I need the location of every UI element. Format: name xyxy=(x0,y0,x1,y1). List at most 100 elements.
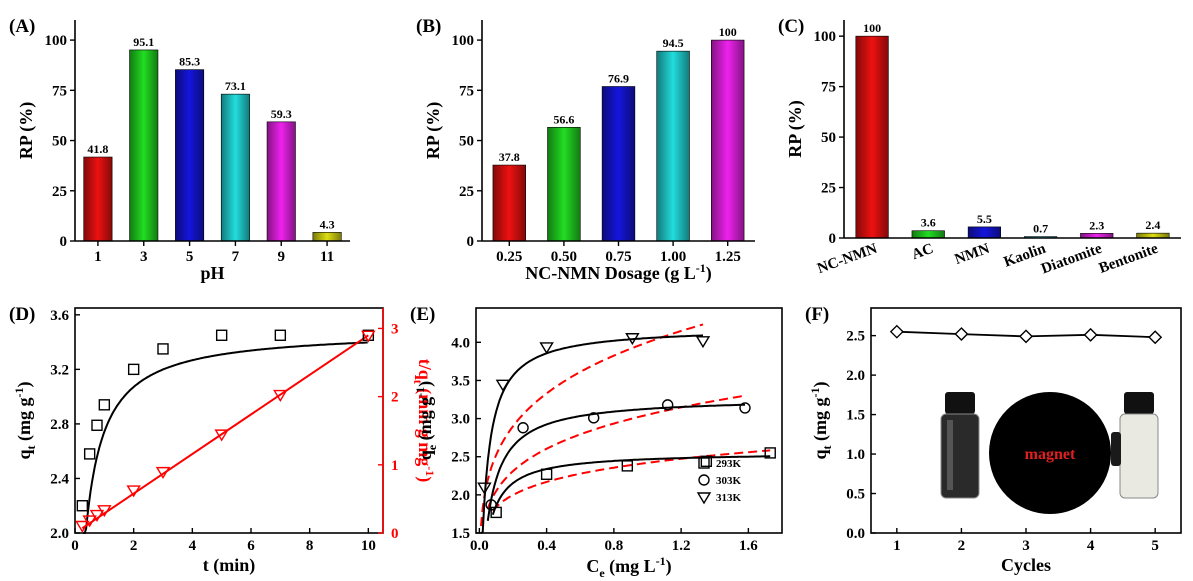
x-tick-label: 4 xyxy=(1087,538,1095,554)
x-tick-label: 1 xyxy=(94,249,102,265)
bar-value-label: 2.3 xyxy=(1089,218,1104,232)
x-tick-label: 0.4 xyxy=(537,538,556,554)
data-point xyxy=(889,324,904,339)
legend-label: 293K xyxy=(716,458,742,470)
bar-value-label: 94.5 xyxy=(663,36,684,50)
y2-tick-label: 2 xyxy=(391,390,399,406)
vial-cap xyxy=(945,392,975,414)
y-tick-label: 3.5 xyxy=(451,373,470,389)
bar xyxy=(601,86,636,242)
x-tick-label: 5 xyxy=(1151,538,1159,554)
panel-label: (B) xyxy=(416,16,441,37)
panel-B: 37.8 0.25 56.6 0.50 76.9 0.75 94.5 1.00 100 1.25 0… xyxy=(416,16,755,284)
y-axis-label: RP (%) xyxy=(423,102,444,160)
legend-label: 313K xyxy=(716,492,742,504)
y-tick-label: 0.0 xyxy=(846,526,865,542)
data-point xyxy=(764,447,776,459)
data-point xyxy=(485,499,497,511)
data-point xyxy=(539,342,554,355)
data-point xyxy=(517,422,529,434)
x-tick-label: Bentonite xyxy=(1097,241,1161,277)
y-tick-label: 2.8 xyxy=(50,417,69,433)
data-point xyxy=(273,389,288,402)
bar-value-label: 95.1 xyxy=(133,35,154,49)
data-point xyxy=(1148,330,1163,345)
bar xyxy=(220,93,250,242)
bar-value-label: 4.3 xyxy=(320,217,335,231)
bar xyxy=(656,50,690,242)
x-axis-label: NC-NMN Dosage (g L-1) xyxy=(525,261,711,284)
vial-clear xyxy=(1119,413,1159,499)
magnet-disk xyxy=(989,392,1111,514)
data-point xyxy=(477,482,492,495)
bar xyxy=(492,164,526,242)
x-tick-label: 1 xyxy=(893,538,901,554)
x-tick-label: 3 xyxy=(140,249,148,265)
y-axis-label: RP (%) xyxy=(785,100,806,158)
data-point xyxy=(361,330,376,343)
y-tick-label: 75 xyxy=(52,83,67,99)
bar-value-label: 100 xyxy=(863,21,881,35)
bar xyxy=(547,126,581,242)
inset-photo: magnet xyxy=(940,392,1159,514)
bar-value-label: 59.3 xyxy=(271,107,292,121)
data-point xyxy=(83,448,96,460)
linear-fit-line xyxy=(81,334,369,530)
data-point xyxy=(1019,329,1033,344)
x-tick-label: 0.8 xyxy=(604,538,623,554)
y-tick-label: 4.0 xyxy=(451,335,470,351)
fit-curve xyxy=(83,341,368,534)
y-tick-label: 25 xyxy=(52,184,67,200)
data-point xyxy=(89,509,105,522)
panel-label: (C) xyxy=(778,16,804,37)
legend-marker xyxy=(696,492,712,505)
y-tick-label: 100 xyxy=(45,33,68,49)
x-tick-label: 5 xyxy=(186,249,194,265)
panel-label: (E) xyxy=(410,304,435,325)
x-tick-label: AC xyxy=(910,241,936,263)
bar-value-label: 41.8 xyxy=(87,142,108,156)
y2-axis-label: t/qt (min g mg-1) xyxy=(411,359,437,483)
data-point xyxy=(155,466,171,479)
y-tick-label: 3.2 xyxy=(50,362,69,378)
panel-E: 0.0 0.4 0.8 1.2 1.6 1.5 2.0 2.5 3.0 3.5 4.0 293K 303… xyxy=(410,304,783,580)
x-tick-label: 9 xyxy=(278,249,286,265)
y-tick-label: 50 xyxy=(459,134,474,150)
data-point xyxy=(495,379,511,392)
x-tick-label: 10 xyxy=(361,538,376,554)
x-tick-label: NMN xyxy=(953,241,992,268)
x-tick-label: 0 xyxy=(71,538,79,554)
x-tick-label: 2 xyxy=(958,538,966,554)
data-point xyxy=(97,505,112,518)
plot-frame xyxy=(475,307,783,534)
data-point xyxy=(127,363,140,376)
freundlich-fit xyxy=(486,394,746,509)
freundlich-fit xyxy=(492,449,771,512)
x-tick-label: 1.00 xyxy=(660,249,686,265)
y-tick-label: 50 xyxy=(821,130,836,146)
y-tick-label: 3.0 xyxy=(451,412,470,428)
data-point xyxy=(75,520,90,533)
y-tick-label: 2.4 xyxy=(50,471,69,487)
data-point xyxy=(98,399,111,411)
x-tick-label: 0.0 xyxy=(470,538,489,554)
vial-cap xyxy=(1124,392,1154,414)
x-tick-label: 6 xyxy=(247,538,255,554)
y2-tick-label: 0 xyxy=(391,526,399,542)
vial-highlight xyxy=(947,420,953,490)
x-tick-label: 1.6 xyxy=(739,538,758,554)
y-tick-label: 100 xyxy=(452,33,475,49)
data-point xyxy=(214,429,229,442)
legend-label: 303K xyxy=(716,475,742,487)
x-axis-label: t (min) xyxy=(203,555,256,576)
y-tick-label: 2.0 xyxy=(846,368,865,384)
panel-F: 1 2 3 4 5 0.0 0.5 1.0 1.5 2.0 2.5 magnet (F) qt (mg g… xyxy=(805,304,1182,575)
bar xyxy=(855,35,889,239)
bar-value-label: 56.6 xyxy=(553,112,574,126)
langmuir-fit xyxy=(486,403,746,521)
y-axis-label: qt (mg g-1) xyxy=(12,381,38,459)
x-tick-label: Diatomite xyxy=(1039,241,1104,278)
data-point xyxy=(540,468,553,480)
data-point xyxy=(700,455,713,468)
panel-label: (A) xyxy=(9,16,35,37)
